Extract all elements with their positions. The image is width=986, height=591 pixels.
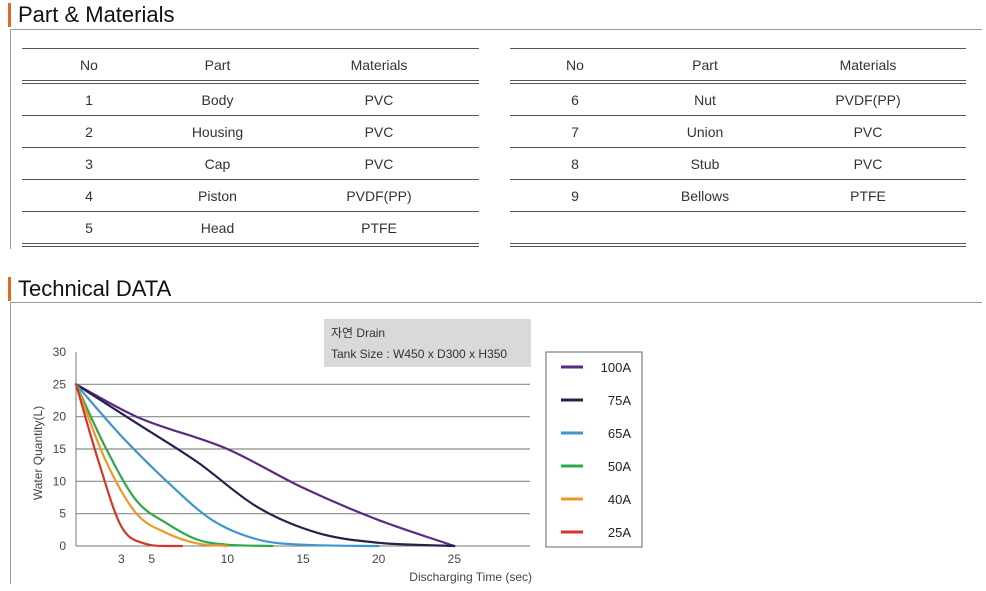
x-tick-label: 15 — [296, 552, 310, 566]
series-line-40a — [74, 383, 229, 548]
legend-label: 65A — [608, 426, 631, 441]
cell-part: Housing — [156, 115, 279, 148]
table-row: 3 Cap PVC — [22, 147, 479, 180]
legend-label: 100A — [601, 360, 632, 375]
cell-no: 3 — [22, 147, 156, 180]
series-line-65a — [74, 383, 380, 548]
tech-section-rule — [10, 302, 982, 303]
x-axis-title: Discharging Time (sec) — [409, 570, 532, 584]
table-row: 1 Body PVC — [22, 82, 479, 116]
legend-box — [545, 351, 643, 548]
table-row: 6 Nut PVDF(PP) — [510, 82, 966, 116]
cell-material: PVC — [279, 147, 479, 180]
table-row: 5 Head PTFE — [22, 211, 479, 247]
series-line-50a — [74, 383, 274, 548]
y-tick-label: 15 — [53, 442, 67, 456]
table-row: 8 Stub PVC — [510, 147, 966, 180]
x-tick-label: 25 — [448, 552, 462, 566]
cell-part: Union — [640, 115, 770, 148]
parts-section-title: Part & Materials — [8, 3, 175, 27]
header-materials: Materials — [279, 48, 479, 84]
parts-table-left: No Part Materials 1 Body PVC 2 Housing P… — [22, 48, 479, 247]
cell-no: 1 — [22, 82, 156, 116]
y-tick-label: 10 — [53, 474, 67, 488]
cell-material: PVDF(PP) — [770, 82, 966, 116]
table-row: 4 Piston PVDF(PP) — [22, 179, 479, 212]
table-row: 7 Union PVC — [510, 115, 966, 148]
tech-section-title: Technical DATA — [8, 277, 171, 301]
cell-part: Body — [156, 82, 279, 116]
cell-material: PVDF(PP) — [279, 179, 479, 212]
header-no: No — [510, 48, 640, 84]
cell-part: Nut — [640, 82, 770, 116]
cell-part: Cap — [156, 147, 279, 180]
legend-label: 50A — [608, 459, 631, 474]
legend-label: 25A — [608, 525, 631, 540]
x-tick-label: 20 — [372, 552, 386, 566]
y-tick-label: 20 — [53, 410, 67, 424]
cell-no: 2 — [22, 115, 156, 148]
series-line-75a — [74, 383, 456, 548]
legend-label: 40A — [608, 492, 631, 507]
tech-section-vline — [10, 302, 11, 584]
x-tick-label: 10 — [221, 552, 235, 566]
cell-material: PVC — [279, 115, 479, 148]
y-axis-title: Water Quantity(L) — [31, 406, 45, 500]
table-row — [510, 211, 966, 247]
y-tick-label: 30 — [53, 345, 67, 359]
table-row: 9 Bellows PTFE — [510, 179, 966, 212]
header-part: Part — [156, 48, 279, 84]
x-tick-label: 3 — [118, 552, 125, 566]
annotation-box — [324, 319, 531, 367]
cell-no: 8 — [510, 147, 640, 180]
cell-part: Piston — [156, 179, 279, 212]
parts-table-right: No Part Materials 6 Nut PVDF(PP) 7 Union… — [510, 48, 966, 247]
cell-material: PVC — [770, 115, 966, 148]
table-row: 2 Housing PVC — [22, 115, 479, 148]
cell-part: Stub — [640, 147, 770, 180]
parts-section-rule — [10, 29, 982, 30]
cell-part: Bellows — [640, 179, 770, 212]
cell-material: PVC — [770, 147, 966, 180]
cell-no: 9 — [510, 179, 640, 212]
cell-material: PTFE — [770, 179, 966, 212]
y-tick-label: 5 — [59, 507, 66, 521]
legend-label: 75A — [608, 393, 631, 408]
cell-no: 4 — [22, 179, 156, 212]
cell-material: PVC — [279, 82, 479, 116]
header-part: Part — [640, 48, 770, 84]
cell-no — [510, 211, 640, 247]
parts-section-vline — [10, 29, 11, 249]
series-line-100a — [74, 383, 456, 548]
header-no: No — [22, 48, 156, 84]
header-materials: Materials — [770, 48, 966, 84]
x-tick-label: 5 — [148, 552, 155, 566]
series-line-25a — [74, 383, 183, 548]
y-tick-label: 25 — [53, 377, 67, 391]
cell-part: Head — [156, 211, 279, 247]
cell-part — [640, 211, 770, 247]
cell-material — [770, 211, 966, 247]
cell-no: 6 — [510, 82, 640, 116]
annotation-text: 자연 Drain — [331, 326, 385, 340]
cell-material: PTFE — [279, 211, 479, 247]
cell-no: 5 — [22, 211, 156, 247]
y-tick-label: 0 — [59, 539, 66, 553]
annotation-text: Tank Size : W450 x D300 x H350 — [331, 347, 507, 361]
cell-no: 7 — [510, 115, 640, 148]
